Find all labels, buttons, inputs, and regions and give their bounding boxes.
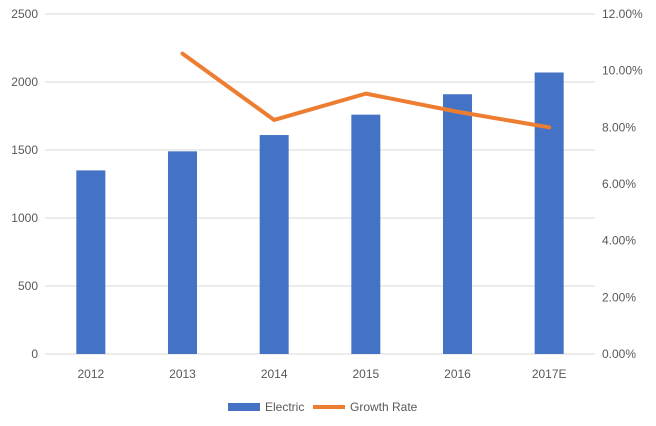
- bar-electric-2014: [259, 135, 289, 354]
- legend-label-electric: Electric: [265, 400, 304, 414]
- x-tick-label: 2013: [169, 367, 196, 381]
- bar-electric-2016: [443, 94, 472, 355]
- y-left-tick-label: 1500: [11, 143, 38, 157]
- legend-swatch-electric: [228, 403, 260, 411]
- x-tick-label: 2012: [77, 367, 104, 381]
- y-right-tick-label: 4.00%: [602, 234, 636, 248]
- bar-electric-2015: [351, 114, 381, 354]
- x-tick-label: 2014: [261, 367, 288, 381]
- y-right-tick-label: 6.00%: [602, 177, 636, 191]
- bar-electric-2013: [168, 151, 197, 354]
- y-left-tick-label: 2500: [11, 7, 38, 21]
- bar-electric-2017E: [534, 72, 564, 354]
- y-left-tick-label: 2000: [11, 75, 38, 89]
- y-right-tick-label: 2.00%: [602, 290, 636, 304]
- y-right-tick-label: 8.00%: [602, 120, 636, 134]
- y-right-tick-label: 0.00%: [602, 347, 636, 361]
- y-left-tick-label: 0: [31, 347, 38, 361]
- bar-electric-2012: [76, 170, 106, 354]
- y-right-tick-label: 12.00%: [602, 7, 643, 21]
- y-right-tick-label: 10.00%: [602, 64, 643, 78]
- x-tick-label: 2016: [444, 367, 471, 381]
- x-tick-label: 2015: [352, 367, 379, 381]
- y-left-tick-label: 1000: [11, 211, 38, 225]
- legend-label-growth-rate: Growth Rate: [350, 400, 418, 414]
- y-left-tick-label: 500: [18, 279, 38, 293]
- x-tick-label: 2017E: [532, 367, 567, 381]
